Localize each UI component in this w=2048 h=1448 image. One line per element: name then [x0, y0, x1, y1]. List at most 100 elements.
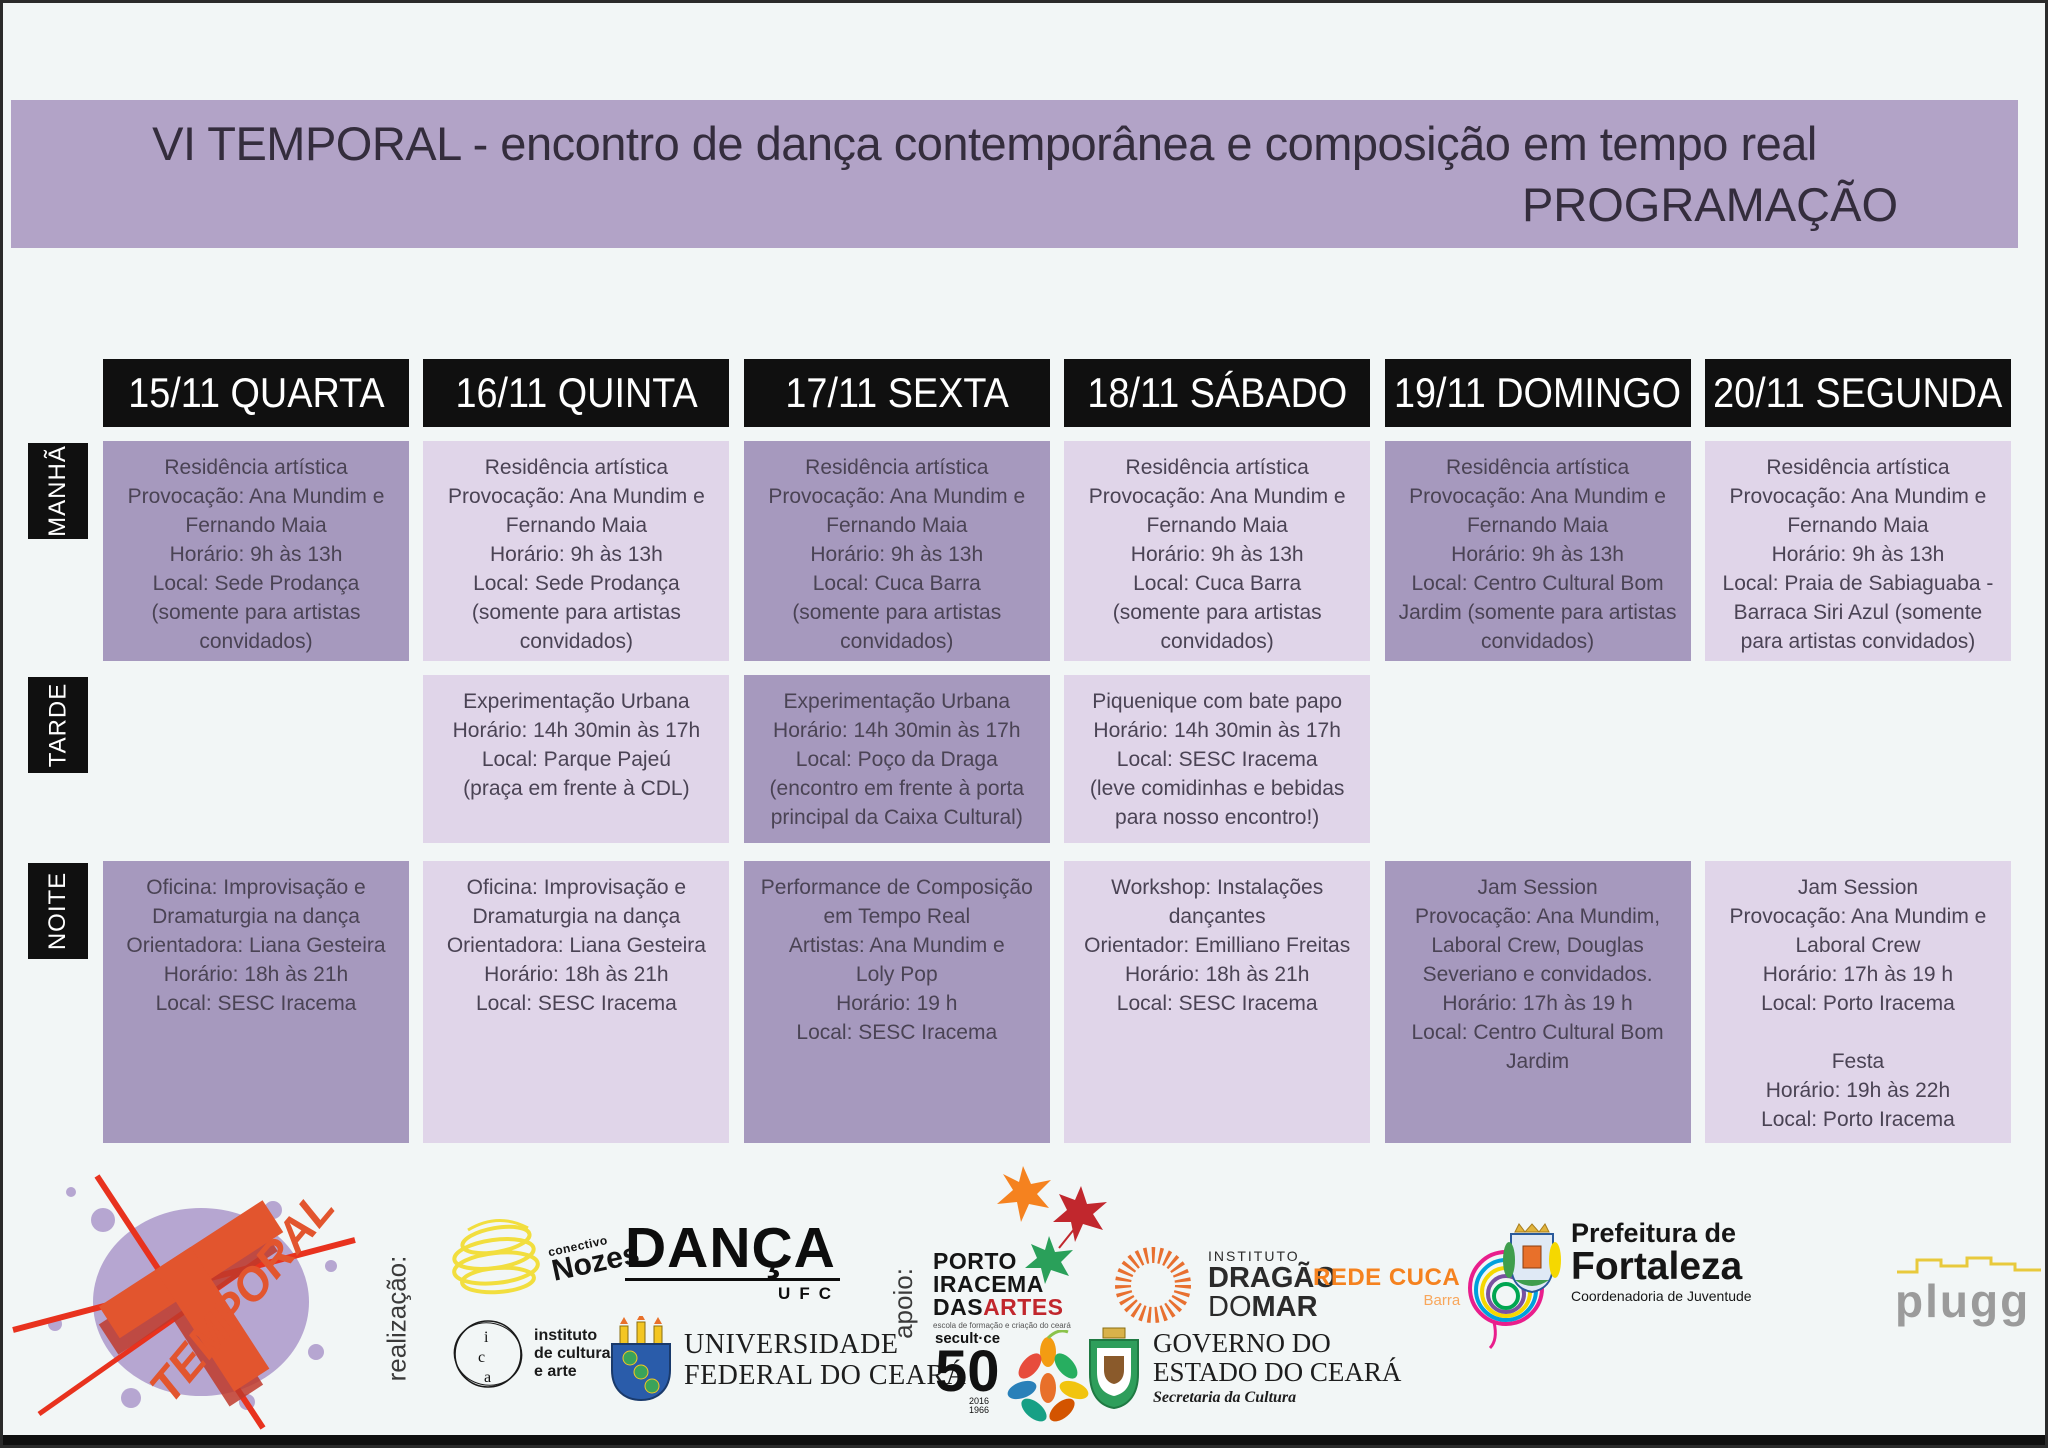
- day-header-sabado: 18/11 SÁBADO: [1064, 359, 1371, 427]
- schedule-cell-manha-domingo: Residência artística Provocação: Ana Mun…: [1384, 441, 1691, 661]
- day-header-quinta: 16/11 QUINTA: [423, 359, 730, 427]
- schedule-cell-noite-quinta: Oficina: Improvisação e Dramaturgia na d…: [423, 861, 730, 1143]
- day-header-label: 17/11 SEXTA: [785, 369, 1009, 416]
- schedule-row-tarde: Experimentação Urbana Horário: 14h 30min…: [103, 675, 2011, 843]
- row-label-text: NOITE: [44, 871, 71, 951]
- ica-letter-a: a: [484, 1369, 491, 1386]
- porto-artes: ARTES: [983, 1294, 1064, 1320]
- dragao-burst-icon: [1115, 1247, 1191, 1323]
- day-header-label: 18/11 SÁBADO: [1087, 369, 1348, 416]
- schedule-cell-tarde-sexta: Experimentação Urbana Horário: 14h 30min…: [743, 675, 1050, 843]
- realizacao-label: realização:: [375, 1228, 419, 1408]
- page-title: VI TEMPORAL - encontro de dança contempo…: [152, 117, 1817, 170]
- porto-line2: IRACEMA: [933, 1271, 1044, 1297]
- apoio-label: apoio:: [881, 1213, 925, 1393]
- secult-50: 50: [935, 1339, 1000, 1404]
- schedule-cell-tarde-quarta: [103, 675, 409, 843]
- dragao-name: DRAGÃO: [1208, 1262, 1337, 1294]
- governo-line1: GOVERNO DO: [1153, 1328, 1331, 1358]
- title-bar: VI TEMPORAL - encontro de dança contempo…: [11, 100, 2018, 248]
- schedule-cell-noite-sabado: Workshop: Instalações dançantes Orientad…: [1064, 861, 1371, 1143]
- dragao-text: INSTITUTO_ DRAGÃO DOMAR: [1208, 1248, 1337, 1322]
- secult-label: secult·ce: [935, 1330, 1001, 1347]
- schedule-cell-tarde-quinta: Experimentação Urbana Horário: 14h 30min…: [423, 675, 730, 843]
- day-header-sexta: 17/11 SEXTA: [743, 359, 1050, 427]
- dragao-do-mar-logo: INSTITUTO_ DRAGÃO DOMAR: [1108, 1240, 1337, 1330]
- plugg-wordmark: plugg: [1895, 1275, 2031, 1327]
- row-label-manha: MANHÃ: [28, 443, 88, 539]
- dragao-mar: MAR: [1251, 1291, 1318, 1323]
- rede-cuca-text: REDE CUCA Barra: [1313, 1264, 1460, 1309]
- row-label-text: MANHÃ: [44, 445, 72, 537]
- schedule-cell-manha-quinta: Residência artística Provocação: Ana Mun…: [423, 441, 730, 661]
- danca-ufc-logo: DANÇA UFC: [625, 1220, 840, 1304]
- day-header-label: 16/11 QUINTA: [455, 369, 698, 416]
- day-header-domingo: 19/11 DOMINGO: [1384, 359, 1691, 427]
- day-header-label: 20/11 SEGUNDA: [1713, 369, 2003, 416]
- rede-cuca-barra: Barra: [1423, 1292, 1461, 1309]
- ica-circle-icon: i c a: [453, 1320, 523, 1388]
- day-header-segunda: 20/11 SEGUNDA: [1704, 359, 2011, 427]
- prefeitura-coordenadoria: Coordenadoria de Juventude: [1571, 1288, 1752, 1304]
- governo-ceara-logo: GOVERNO DO ESTADO DO CEARÁ Secretaria da…: [1085, 1326, 1401, 1410]
- schedule-cell-tarde-segunda: [1705, 675, 2011, 843]
- secult-text: secult·ce 50 2016 1966: [935, 1330, 1000, 1415]
- ufc-university-text: UNIVERSIDADE FEDERAL DO CEARÁ: [684, 1329, 966, 1391]
- secult-leaves-icon: [1007, 1330, 1089, 1422]
- porto-subtitle: escola de formação e criação do ceará: [933, 1321, 1071, 1330]
- schedule-cell-manha-quarta: Residência artística Provocação: Ana Mun…: [103, 441, 409, 661]
- prefeitura-text: Prefeitura de Fortaleza Coordenadoria de…: [1571, 1218, 1752, 1305]
- governo-shield-icon: [1089, 1327, 1139, 1410]
- rede-cuca-name: REDE CUCA: [1313, 1264, 1461, 1291]
- prefeitura-line1: Prefeitura de: [1571, 1218, 1737, 1248]
- row-label-tarde: TARDE: [28, 677, 88, 773]
- prefeitura-line2: Fortaleza: [1571, 1245, 1743, 1288]
- porto-line3: DASARTES: [933, 1296, 1071, 1319]
- ica-logo: i c a instituto de cultura e arte: [450, 1316, 610, 1392]
- porto-iracema-text: PORTO IRACEMA DASARTES escola de formaçã…: [933, 1248, 1071, 1331]
- day-header-label: 19/11 DOMINGO: [1394, 369, 1682, 416]
- ufc-line1: UNIVERSIDADE: [684, 1329, 899, 1360]
- danca-ufc-label: UFC: [778, 1284, 840, 1303]
- day-header-label: 15/11 QUARTA: [127, 369, 385, 416]
- plugg-logo: plugg: [1895, 1250, 2045, 1327]
- sponsor-footer: TEMPORAL realização: conectivo Nozes: [3, 1158, 2045, 1441]
- danca-wordmark: DANÇA: [625, 1216, 836, 1280]
- temporal-logo: TEMPORAL: [11, 1162, 383, 1437]
- schedule-cell-tarde-sabado: Piquenique com bate papo Horário: 14h 30…: [1064, 675, 1371, 843]
- dragao-do: DO: [1208, 1291, 1252, 1323]
- page-subtitle: PROGRAMAÇÃO: [1521, 178, 1898, 231]
- porto-line1: PORTO: [933, 1248, 1017, 1274]
- day-header-quarta: 15/11 QUARTA: [103, 359, 409, 427]
- row-label-text: TARDE: [44, 682, 71, 768]
- governo-text: GOVERNO DO ESTADO DO CEARÁ Secretaria da…: [1153, 1329, 1401, 1407]
- prefeitura-fortaleza-logo: Prefeitura de Fortaleza Coordenadoria de…: [1501, 1220, 1752, 1304]
- nozes-logo: conectivo Nozes: [448, 1210, 642, 1302]
- day-header-row: 15/11 QUARTA 16/11 QUINTA 17/11 SEXTA 18…: [103, 359, 2011, 427]
- schedule-cell-noite-segunda: Jam Session Provocação: Ana Mundim e Lab…: [1704, 861, 2011, 1143]
- schedule-cell-manha-sabado: Residência artística Provocação: Ana Mun…: [1064, 441, 1371, 661]
- schedule-cell-noite-quarta: Oficina: Improvisação e Dramaturgia na d…: [103, 861, 409, 1143]
- porto-iracema-stars-icon: [997, 1166, 1107, 1284]
- schedule-cell-noite-domingo: Jam Session Provocação: Ana Mundim, Labo…: [1384, 861, 1691, 1143]
- schedule-cell-manha-sexta: Residência artística Provocação: Ana Mun…: [743, 441, 1050, 661]
- dragao-instituto: INSTITUTO_: [1208, 1248, 1310, 1264]
- ica-text: instituto de cultura e arte: [534, 1327, 611, 1380]
- porto-das: DAS: [933, 1294, 984, 1320]
- ufc-line2: FEDERAL DO CEARÁ: [684, 1360, 967, 1391]
- ufc-crest-icon: [611, 1316, 671, 1402]
- dragao-domar: DOMAR: [1208, 1293, 1337, 1322]
- nozes-scribble-icon: [452, 1218, 540, 1295]
- plugg-skyline-icon: [1897, 1256, 2041, 1274]
- schedule-cell-noite-sexta: Performance de Composição em Tempo Real …: [743, 861, 1050, 1143]
- row-label-noite: NOITE: [28, 863, 88, 959]
- ufc-university-logo: UNIVERSIDADE FEDERAL DO CEARÁ: [608, 1316, 966, 1404]
- porto-iracema-logo: PORTO IRACEMA DASARTES escola de formaçã…: [933, 1164, 1113, 1331]
- schedule-cell-manha-segunda: Residência artística Provocação: Ana Mun…: [1704, 441, 2011, 661]
- ica-letter-i: i: [484, 1329, 489, 1346]
- secult-50-logo: secult·ce 50 2016 1966: [935, 1330, 1096, 1430]
- apoio-text: apoio:: [887, 1267, 918, 1339]
- governo-line2: ESTADO DO CEARÁ: [1153, 1357, 1402, 1387]
- schedule-cell-tarde-domingo: [1385, 675, 1691, 843]
